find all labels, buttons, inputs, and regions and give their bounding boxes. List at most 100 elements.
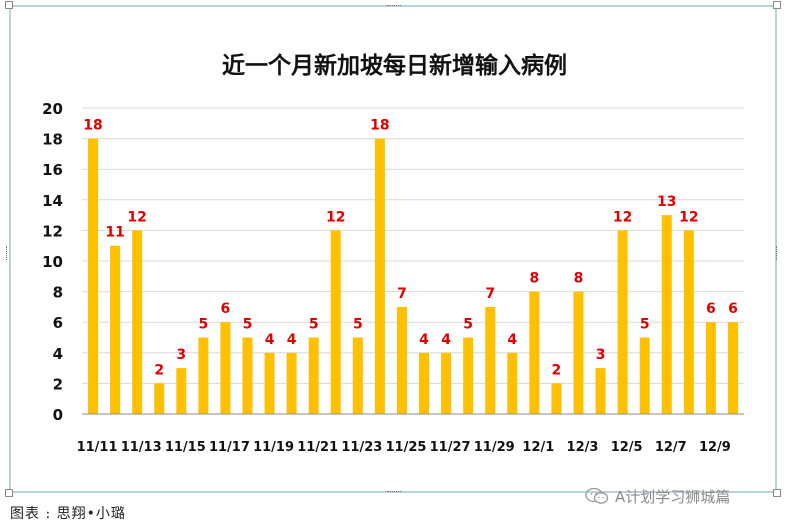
data-label: 12 (613, 209, 632, 225)
bar (330, 230, 341, 414)
bar (242, 337, 253, 414)
bar (132, 230, 143, 414)
bar (264, 352, 275, 414)
data-label: 2 (552, 362, 562, 378)
x-tick-label: 11/15 (165, 440, 206, 455)
x-tick-label: 12/5 (611, 440, 643, 455)
bar (661, 215, 672, 414)
bar (220, 322, 231, 414)
data-label: 3 (176, 347, 186, 363)
x-tick-label: 11/27 (430, 440, 471, 455)
x-tick-label: 12/7 (655, 440, 687, 455)
bar (419, 352, 430, 414)
gridlines (82, 107, 744, 384)
data-label: 6 (221, 301, 231, 317)
data-label: 2 (154, 362, 164, 378)
data-label: 4 (287, 332, 297, 348)
data-label: 13 (657, 194, 676, 210)
data-label: 18 (370, 118, 389, 134)
bar (595, 368, 606, 414)
bar (683, 230, 694, 414)
data-label: 4 (507, 332, 517, 348)
bar (396, 306, 407, 414)
x-tick-label: 12/1 (522, 440, 554, 455)
data-label: 5 (463, 317, 473, 333)
resize-handle-top-right[interactable] (773, 1, 781, 9)
x-tick-label: 11/25 (385, 440, 426, 455)
y-tick-label: 0 (53, 406, 63, 424)
bar (485, 306, 496, 414)
data-label: 5 (353, 317, 363, 333)
data-label: 18 (83, 118, 102, 134)
bar (88, 138, 99, 414)
x-tick-label: 12/3 (567, 440, 599, 455)
y-tick-label: 4 (53, 345, 63, 363)
chart-title: 近一个月新加坡每日新增输入病例 (222, 53, 567, 79)
data-label: 7 (397, 286, 407, 302)
bar (551, 383, 562, 414)
data-label: 12 (127, 209, 146, 225)
x-tick-label: 11/17 (209, 440, 250, 455)
data-label: 12 (679, 209, 698, 225)
bar (198, 337, 209, 414)
bar (639, 337, 650, 414)
resize-handle-bottom-left[interactable] (5, 489, 13, 497)
bar (176, 368, 187, 414)
y-tick-label: 18 (42, 131, 63, 149)
bar (529, 291, 540, 414)
y-tick-label: 2 (53, 375, 63, 393)
data-label: 3 (596, 347, 606, 363)
bar (507, 352, 518, 414)
bar (617, 230, 628, 414)
data-label: 6 (706, 301, 716, 317)
y-axis-tick-labels: 0 2 4 6 8 10 12 14 16 18 20 (42, 100, 63, 424)
bar (154, 383, 165, 414)
resize-handle-right-center[interactable] (776, 246, 780, 260)
bar (573, 291, 584, 414)
x-tick-label: 11/11 (77, 440, 118, 455)
resize-handle-left-center[interactable] (6, 246, 10, 260)
x-tick-label: 12/9 (699, 440, 731, 455)
data-label: 12 (326, 209, 345, 225)
chat-bubble-icon (585, 487, 609, 504)
y-tick-label: 6 (53, 314, 63, 332)
bar (286, 352, 297, 414)
y-tick-label: 10 (42, 253, 63, 271)
bar (110, 245, 121, 414)
x-tick-label: 11/29 (474, 440, 515, 455)
bar (374, 138, 385, 414)
x-tick-label: 11/21 (297, 440, 338, 455)
chart-credit: 图表 : 思翔•小璐 (10, 506, 126, 522)
watermark-text: A计划学习狮城篇 (615, 488, 731, 506)
bar (308, 337, 319, 414)
y-tick-label: 16 (42, 161, 63, 179)
data-label: 7 (485, 286, 495, 302)
data-label: 4 (441, 332, 451, 348)
bar (441, 352, 452, 414)
y-tick-label: 12 (42, 222, 63, 240)
bar (463, 337, 474, 414)
resize-handle-bottom-center[interactable] (387, 491, 401, 495)
watermark: A计划学习狮城篇 (585, 483, 785, 509)
data-label: 5 (243, 317, 253, 333)
data-label: 4 (265, 332, 275, 348)
resize-handle-bottom-right[interactable] (773, 489, 781, 497)
data-label: 6 (728, 301, 738, 317)
y-tick-label: 8 (53, 284, 63, 302)
x-axis-tick-labels: 11/11 11/13 11/15 11/17 11/19 11/21 11/23 11/25… (77, 440, 731, 455)
bars (88, 138, 738, 414)
resize-handle-top-left[interactable] (5, 1, 13, 9)
x-tick-label: 11/13 (121, 440, 162, 455)
data-label: 5 (640, 317, 650, 333)
data-label: 5 (198, 317, 208, 333)
bar (727, 322, 738, 414)
bar (705, 322, 716, 414)
data-label: 8 (574, 271, 584, 287)
resize-handle-top-center[interactable] (387, 5, 401, 9)
x-tick-label: 11/23 (341, 440, 382, 455)
y-tick-label: 20 (42, 100, 63, 118)
data-label: 11 (105, 225, 124, 241)
data-label: 4 (419, 332, 429, 348)
